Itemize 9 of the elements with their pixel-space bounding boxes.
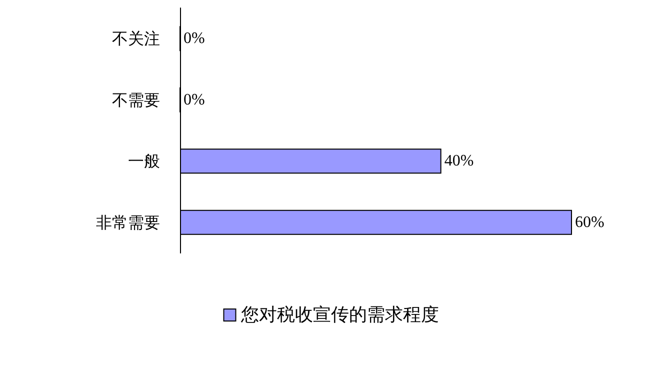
data-label: 0%	[184, 30, 205, 48]
data-label: 40%	[444, 152, 474, 170]
y-tick-label: 非常需要	[96, 212, 160, 232]
data-label: 0%	[184, 91, 205, 108]
y-tick-label: 一般	[128, 152, 160, 171]
data-label: 60%	[575, 214, 604, 231]
y-tick-label: 不需要	[112, 90, 160, 110]
y-tick-label: 不关注	[112, 29, 160, 48]
legend-label: 您对税收宣传的需求程度	[240, 304, 439, 326]
